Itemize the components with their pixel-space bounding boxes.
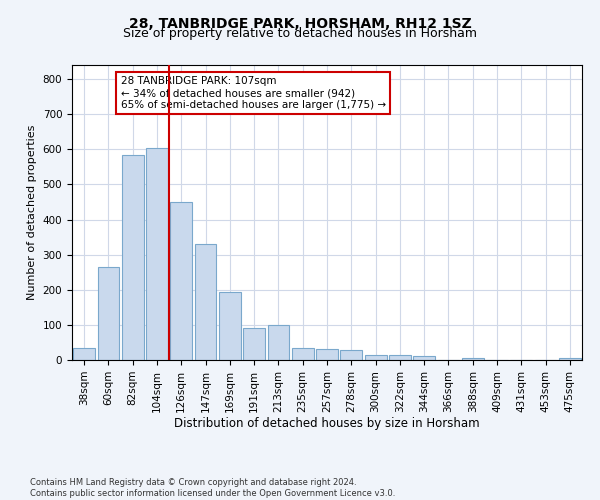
Text: Contains HM Land Registry data © Crown copyright and database right 2024.
Contai: Contains HM Land Registry data © Crown c… bbox=[30, 478, 395, 498]
Bar bbox=[219, 292, 241, 360]
Bar bbox=[413, 356, 435, 360]
Bar bbox=[559, 358, 581, 360]
Bar bbox=[365, 354, 386, 360]
Bar bbox=[146, 148, 168, 360]
Bar bbox=[292, 348, 314, 360]
Text: Size of property relative to detached houses in Horsham: Size of property relative to detached ho… bbox=[123, 28, 477, 40]
Text: 28, TANBRIDGE PARK, HORSHAM, RH12 1SZ: 28, TANBRIDGE PARK, HORSHAM, RH12 1SZ bbox=[128, 18, 472, 32]
X-axis label: Distribution of detached houses by size in Horsham: Distribution of detached houses by size … bbox=[174, 418, 480, 430]
Bar bbox=[97, 267, 119, 360]
Bar bbox=[170, 202, 192, 360]
Bar bbox=[462, 358, 484, 360]
Bar bbox=[316, 349, 338, 360]
Bar bbox=[268, 325, 289, 360]
Bar bbox=[73, 348, 95, 360]
Bar bbox=[194, 244, 217, 360]
Text: 28 TANBRIDGE PARK: 107sqm
← 34% of detached houses are smaller (942)
65% of semi: 28 TANBRIDGE PARK: 107sqm ← 34% of detac… bbox=[121, 76, 386, 110]
Y-axis label: Number of detached properties: Number of detached properties bbox=[27, 125, 37, 300]
Bar bbox=[340, 350, 362, 360]
Bar bbox=[243, 328, 265, 360]
Bar bbox=[122, 154, 143, 360]
Bar bbox=[389, 354, 411, 360]
